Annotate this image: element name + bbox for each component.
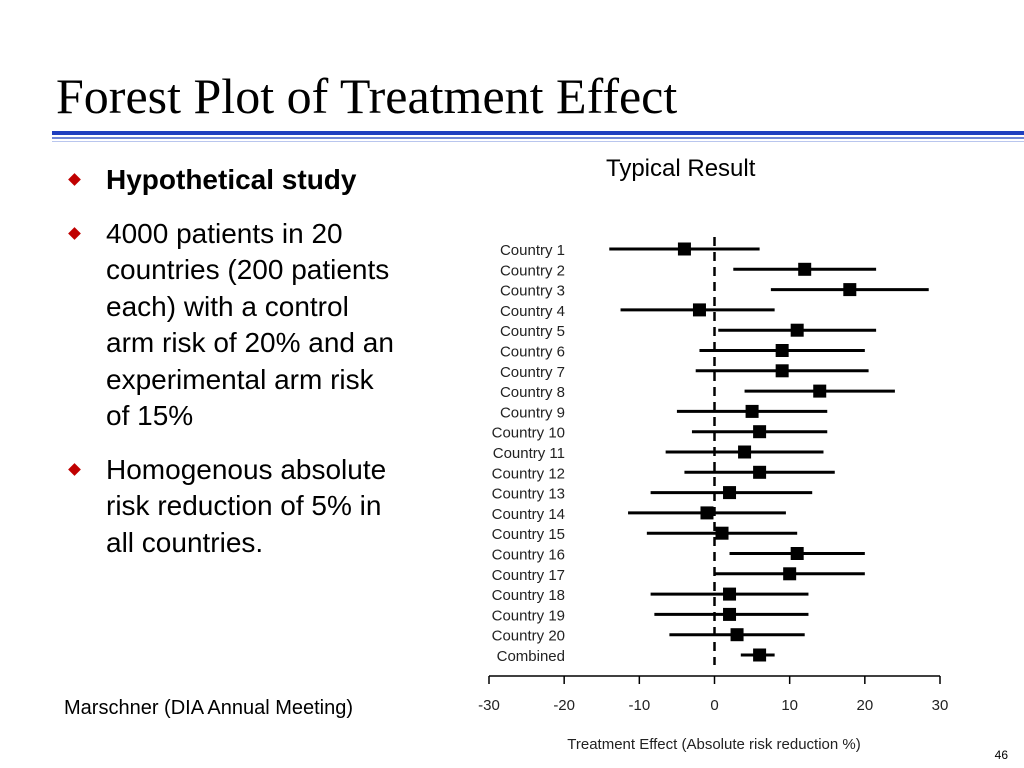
point-estimate [738,445,752,459]
title-rule-tertiary [52,141,1024,142]
point-estimate [813,384,827,398]
bullet-item: Hypothetical study [64,162,404,199]
point-estimate [745,404,759,418]
x-tick-label: 0 [710,697,718,714]
title-rule-secondary [52,137,1024,139]
row-label: Country 8 [500,384,565,401]
bullet-text: Hypothetical study [106,164,357,195]
x-axis-label: Treatment Effect (Absolute risk reductio… [567,736,860,753]
point-estimate [775,364,789,378]
x-tick-label: 10 [781,697,798,714]
chart-title: Typical Result [606,155,756,182]
row-label: Country 6 [500,344,565,361]
slide-title: Forest Plot of Treatment Effect [56,68,678,124]
row-label: Country 20 [492,628,565,645]
row-label: Country 16 [492,547,565,564]
bullet-item: Homogenous absolute risk reduction of 5%… [64,452,404,562]
row-label: Country 12 [492,465,565,482]
point-estimate [715,526,729,540]
row-label: Country 9 [500,404,565,421]
x-tick-label: 30 [932,697,949,714]
point-estimate [677,242,691,256]
point-estimate [775,344,789,357]
x-tick-label: 20 [856,697,873,714]
row-label: Country 19 [492,607,565,624]
row-label: Combined [497,648,565,665]
row-label: Country 11 [493,445,565,462]
bullet-text: Homogenous absolute risk reduction of 5%… [106,453,387,558]
point-estimate [753,465,767,479]
row-label: Country 13 [492,486,565,503]
row-label: Country 10 [492,425,565,442]
bullet-text: 4000 patients in 20 countries (200 patie… [106,217,394,432]
row-label: Country 3 [500,283,565,300]
row-label: Country 2 [500,262,565,279]
point-estimate [790,547,804,560]
point-estimate [798,262,812,276]
bullet-list: Hypothetical study 4000 patients in 20 c… [64,162,404,578]
row-label: Country 14 [492,506,565,523]
point-estimate [790,323,804,337]
point-estimate [843,283,857,297]
page-number: 46 [994,748,1008,762]
point-estimate [723,486,737,500]
point-estimate [730,628,744,642]
row-label: Country 7 [500,364,565,381]
row-label: Country 15 [492,526,565,543]
row-label: Country 5 [500,323,565,340]
point-estimate [753,648,767,662]
bullet-item: 4000 patients in 20 countries (200 patie… [64,216,404,435]
point-estimate [753,425,767,439]
row-label: Country 18 [492,587,565,604]
x-tick-label: -30 [478,697,500,714]
row-label: Country 4 [500,303,565,320]
x-tick-label: -10 [628,697,650,714]
x-tick-label: -20 [553,697,575,714]
point-estimate [692,303,706,317]
point-estimate [700,506,714,520]
row-label: Country 17 [492,567,565,584]
point-estimate [723,607,737,621]
point-estimate [783,567,797,581]
title-rule [52,131,1024,135]
citation: Marschner (DIA Annual Meeting) [64,697,354,719]
row-label: Country 1 [500,242,565,259]
point-estimate [723,587,737,601]
